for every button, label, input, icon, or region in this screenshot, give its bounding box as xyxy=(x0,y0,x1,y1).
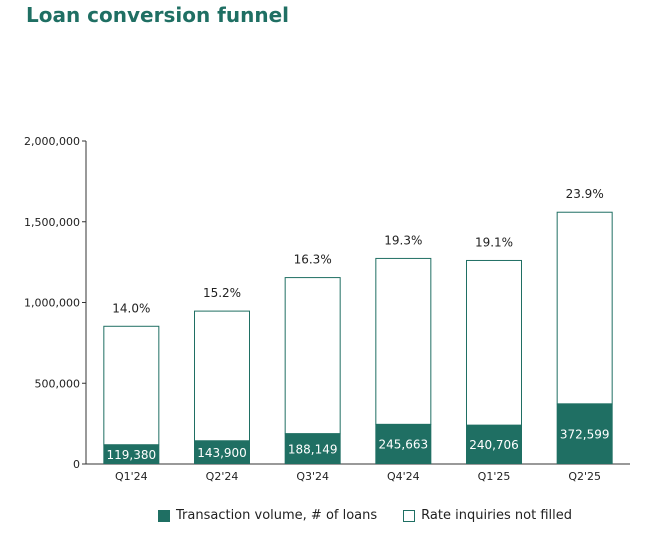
bar-rate-inquiries xyxy=(284,277,341,435)
conversion-rate-label: 19.3% xyxy=(384,233,422,247)
legend-swatch-transaction-volume xyxy=(158,509,170,522)
bar-value-label: 119,380 xyxy=(107,448,157,462)
y-tick-label: 2,000,000 xyxy=(24,135,80,148)
x-tick-label: Q4'24 xyxy=(387,470,420,483)
conversion-rate-label: 15.2% xyxy=(203,286,241,300)
y-tick-label: 0 xyxy=(73,458,80,471)
x-tick-label: Q3'24 xyxy=(296,470,329,483)
x-tick-label: Q2'24 xyxy=(206,470,239,483)
chart-legend: Transaction volume, # of loans Rate inqu… xyxy=(158,508,572,523)
conversion-rate-label: 14.0% xyxy=(112,301,150,315)
bar-rate-inquiries xyxy=(103,325,160,446)
bar-transaction-volume xyxy=(284,433,341,464)
legend-swatch-rate-inquiries xyxy=(403,509,416,522)
conversion-rate-label: 23.9% xyxy=(566,187,604,201)
bar-rate-inquiries xyxy=(556,211,613,405)
conversion-rate-label: 19.1% xyxy=(475,235,513,249)
legend-label-transaction-volume: Transaction volume, # of loans xyxy=(176,508,378,523)
x-tick-label: Q2'25 xyxy=(568,470,601,483)
bar-transaction-volume xyxy=(194,440,250,464)
loan-conversion-chart: 0 500,000 1,000,000 1,500,000 2,000,000 119,3… xyxy=(24,135,630,483)
legend-label-rate-inquiries: Rate inquiries not filled xyxy=(421,508,573,523)
bar-transaction-volume xyxy=(375,424,432,464)
chart-title: Loan conversion funnel xyxy=(26,3,290,27)
bar-transaction-volume xyxy=(103,444,160,464)
conversion-rate-label: 16.3% xyxy=(294,253,332,267)
x-tick-label: Q1'25 xyxy=(478,470,511,483)
y-tick-label: 1,000,000 xyxy=(24,297,80,310)
legend-item-transaction-volume: Transaction volume, # of loans xyxy=(158,508,377,523)
y-tick-label: 500,000 xyxy=(35,377,81,390)
bar-rate-inquiries xyxy=(194,310,250,442)
bar-value-label: 240,706 xyxy=(469,438,519,452)
x-tick-label: Q1'24 xyxy=(115,470,148,483)
bar-rate-inquiries xyxy=(466,259,522,426)
bar-value-label: 245,663 xyxy=(379,438,429,452)
bar-value-label: 372,599 xyxy=(560,427,610,441)
bar-transaction-volume xyxy=(466,425,522,464)
bar-value-label: 143,900 xyxy=(197,446,247,460)
y-tick-label: 1,500,000 xyxy=(24,216,80,229)
legend-item-rate-inquiries: Rate inquiries not filled xyxy=(403,508,572,523)
bar-value-label: 188,149 xyxy=(288,442,338,456)
bar-rate-inquiries xyxy=(375,257,432,425)
bar-transaction-volume xyxy=(556,403,613,464)
